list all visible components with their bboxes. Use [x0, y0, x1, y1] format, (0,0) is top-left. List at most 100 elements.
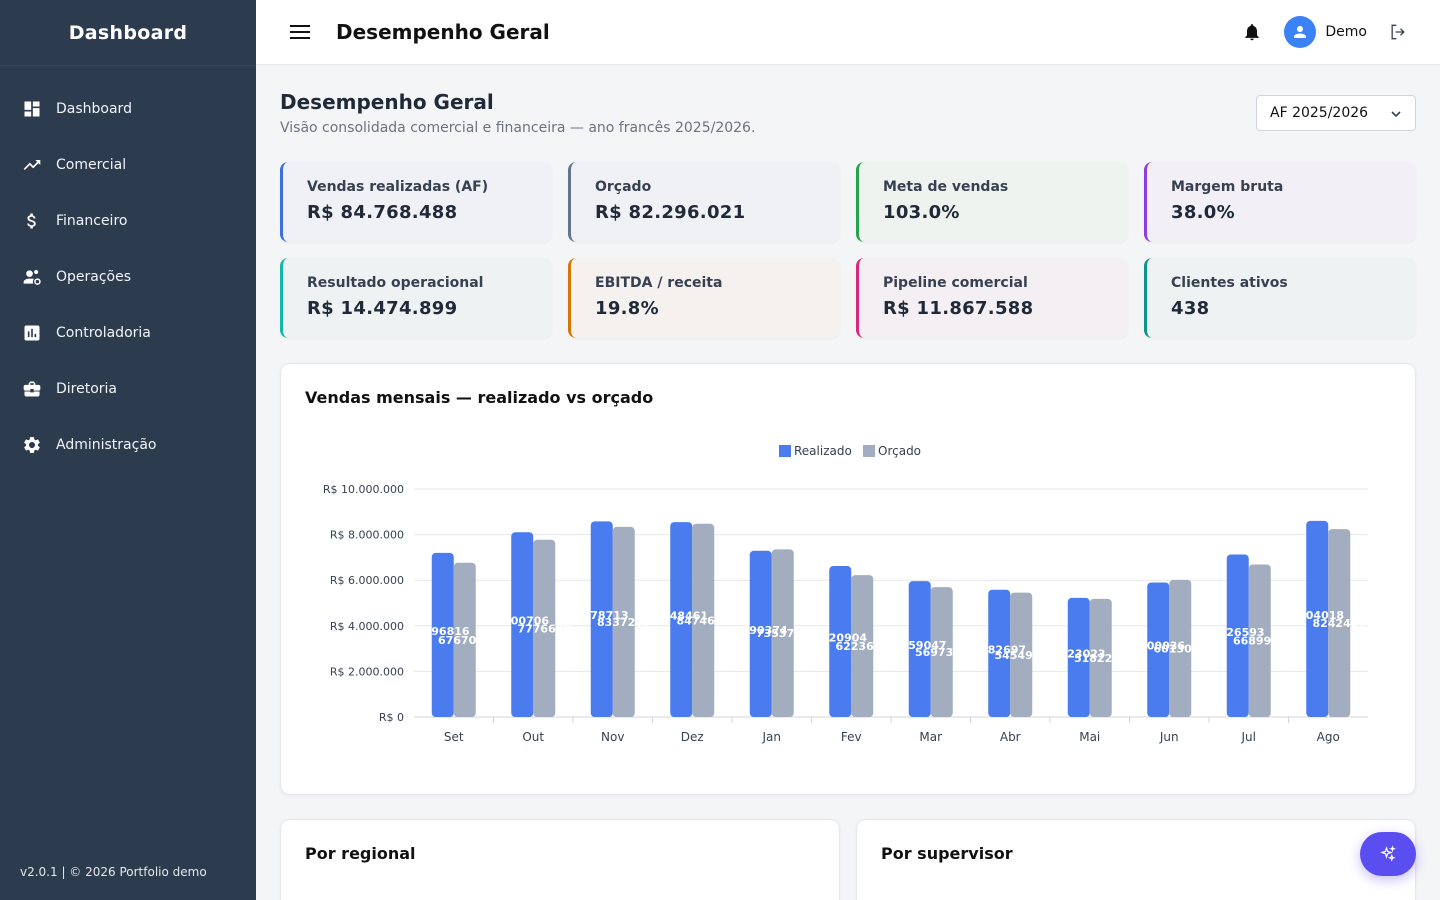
x-tick-label: Nov — [601, 730, 624, 744]
bar-orcado — [612, 526, 635, 717]
kpi-label: Orçado — [595, 179, 652, 195]
trending-up-icon — [23, 160, 41, 170]
ai-assistant-button[interactable] — [1360, 832, 1416, 876]
kpi-value: 103.0% — [883, 202, 960, 223]
x-tick-label: Mai — [1079, 730, 1100, 744]
bar-orcado — [692, 523, 715, 717]
bar-data-label: 8337200 — [597, 616, 651, 629]
chevron-down-icon — [1391, 111, 1401, 118]
sidebar: Dashboard Dashboard Comercial Financeiro… — [0, 0, 256, 900]
legend-label: Realizado — [794, 444, 852, 458]
kpi-label: Vendas realizadas (AF) — [307, 179, 489, 195]
hamburger-line — [290, 37, 310, 39]
bar-realizado — [749, 550, 772, 717]
legend-label: Orçado — [878, 444, 921, 458]
bar-orcado — [1328, 529, 1351, 717]
kpi-value: R$ 11.867.588 — [883, 298, 1034, 319]
chart-title: Vendas mensais — realizado vs orçado — [305, 388, 654, 407]
sidebar-item-label: Operações — [56, 269, 132, 285]
avatar[interactable] — [1284, 16, 1317, 48]
logout-button[interactable] — [1388, 22, 1408, 42]
bar-realizado — [1147, 582, 1170, 717]
bar-data-label: 5697307 — [915, 646, 969, 659]
bar-realizado — [829, 566, 852, 717]
bar-chart-icon — [24, 325, 40, 341]
sidebar-brand[interactable]: Dashboard — [0, 0, 256, 66]
kpi-label: EBITDA / receita — [595, 275, 723, 291]
bar-data-label: 5182211 — [1074, 652, 1128, 665]
y-tick-label: R$ 4.000.000 — [330, 620, 404, 633]
kpi-card: Meta de vendas 103.0% — [856, 162, 1128, 242]
sidebar-item-diretoria[interactable]: Diretoria — [0, 361, 256, 417]
bar-data-label: 8100706 — [495, 615, 549, 628]
dollar-icon — [27, 213, 36, 229]
regional-card: Por regional — [280, 819, 840, 900]
x-tick-label: Jul — [1241, 730, 1256, 744]
bar-orcado — [1248, 564, 1271, 717]
supervisor-card-title: Por supervisor — [881, 844, 1013, 863]
page-subtitle: Visão consolidada comercial e financeira… — [280, 120, 756, 136]
monthly-sales-chart: Realizado Orçado R$ 0 R$ 2.000.000 R$ 4.000.… — [323, 444, 1368, 744]
topbar-title: Desempenho Geral — [336, 20, 550, 44]
y-tick-label: R$ 0 — [379, 711, 404, 724]
kpi-label: Meta de vendas — [883, 179, 1009, 195]
bar-data-label: 8604018 — [1290, 609, 1344, 622]
bar-orcado — [1089, 598, 1112, 717]
sidebar-item-financeiro[interactable]: Financeiro — [0, 193, 256, 249]
kpi-value: R$ 14.474.899 — [307, 298, 458, 319]
user-name[interactable]: Demo — [1325, 24, 1367, 40]
kpi-value: 19.8% — [595, 298, 659, 319]
sparkles-icon — [1380, 845, 1396, 862]
bar-realizado — [1067, 597, 1090, 717]
sidebar-item-administracao[interactable]: Administração — [0, 417, 256, 473]
bar-data-label: 6620904 — [813, 632, 867, 645]
kpi-label: Resultado operacional — [307, 275, 484, 291]
x-tick-label: Dez — [681, 730, 704, 744]
kpi-value: 438 — [1171, 298, 1210, 319]
legend-swatch — [863, 445, 875, 457]
bar-orcado — [851, 575, 874, 717]
bar-data-label: 5959047 — [893, 639, 947, 652]
monthly-sales-chart-card: Vendas mensais — realizado vs orçado Rea… — [280, 363, 1416, 795]
bar-data-label: 8474656 — [676, 614, 730, 627]
kpi-card: Margem bruta 38.0% — [1144, 162, 1416, 242]
kpi-grid: Vendas realizadas (AF) R$ 84.768.488 Orça… — [280, 162, 1416, 338]
x-tick-label: Mar — [919, 730, 942, 744]
hamburger-line — [290, 31, 310, 33]
bar-realizado — [431, 552, 454, 717]
sidebar-item-comercial[interactable]: Comercial — [0, 137, 256, 193]
bar-data-label: 5900036 — [1131, 640, 1185, 653]
menu-toggle-button[interactable] — [290, 24, 310, 40]
sidebar-item-operacoes[interactable]: Operações — [0, 249, 256, 305]
bar-orcado — [533, 539, 556, 717]
bar-realizado — [988, 589, 1011, 717]
bar-data-label: 5454927 — [994, 649, 1048, 662]
sidebar-item-label: Comercial — [56, 157, 127, 173]
bar-data-label: 6013035 — [1153, 642, 1207, 655]
y-tick-label: R$ 6.000.000 — [330, 574, 404, 587]
bar-data-label: 7776648 — [517, 622, 571, 635]
sidebar-item-label: Administração — [56, 437, 157, 453]
sidebar-item-dashboard[interactable]: Dashboard — [0, 81, 256, 137]
bar-data-label: 5223023 — [1052, 647, 1106, 660]
bar-realizado — [590, 521, 613, 717]
x-tick-label: Jun — [1159, 730, 1179, 744]
fiscal-year-select[interactable]: AF 2025/2026 — [1256, 95, 1416, 131]
bar-orcado — [771, 549, 794, 717]
topbar: Desempenho Geral Demo — [256, 0, 1440, 65]
y-tick-label: R$ 10.000.000 — [323, 483, 404, 496]
sidebar-item-label: Dashboard — [56, 101, 132, 117]
notifications-button[interactable] — [1242, 22, 1262, 42]
bar-data-label: 6223654 — [835, 640, 889, 653]
sidebar-item-label: Controladoria — [56, 325, 151, 341]
bar-data-label: 8548461 — [654, 610, 708, 623]
bar-data-label: 7196816 — [416, 625, 470, 638]
sidebar-item-controladoria[interactable]: Controladoria — [0, 305, 256, 361]
bar-data-label: 8578713 — [575, 609, 629, 622]
x-tick-label: Fev — [841, 730, 862, 744]
sidebar-footer: v2.0.1 | © 2026 Portfolio demo — [20, 865, 207, 879]
sidebar-item-label: Diretoria — [56, 381, 118, 397]
bar-realizado — [1226, 554, 1249, 717]
fiscal-year-value: AF 2025/2026 — [1270, 105, 1369, 121]
hamburger-icon — [290, 25, 310, 27]
